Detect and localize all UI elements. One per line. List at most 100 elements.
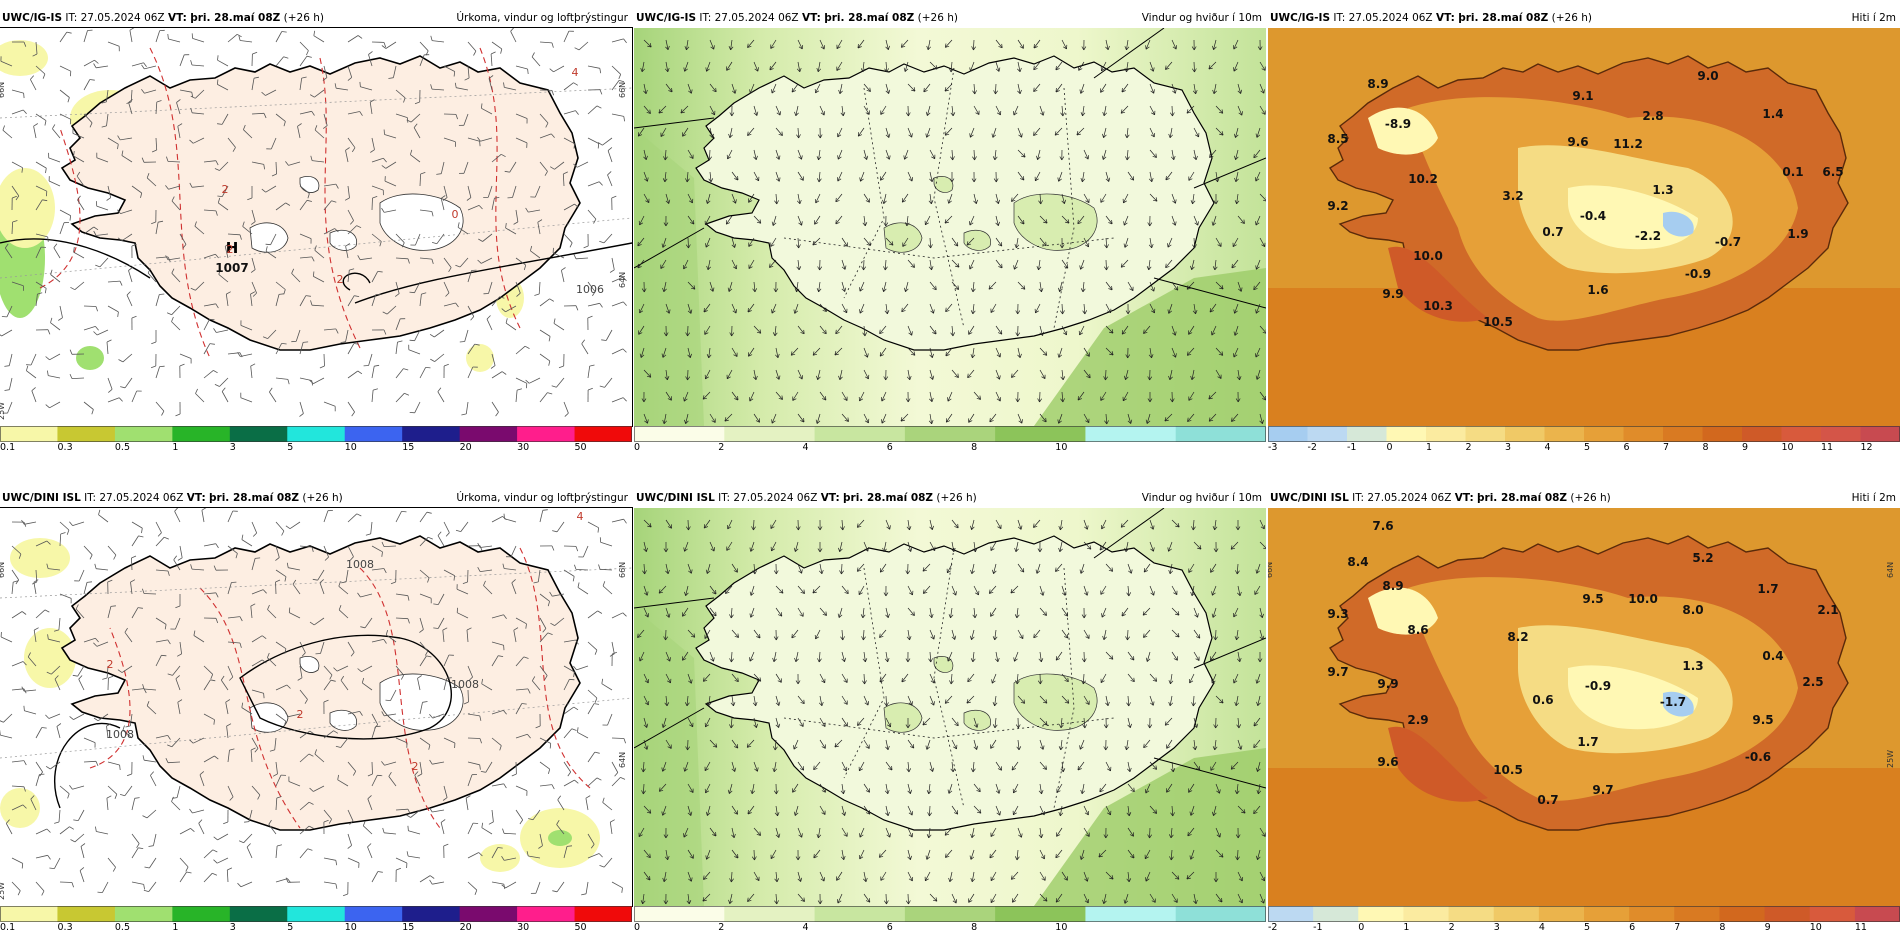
wind-arrow-head bbox=[646, 591, 649, 596]
wind-barb-flag bbox=[144, 866, 150, 869]
wind-arrow bbox=[730, 651, 733, 663]
wind-arrow bbox=[1061, 761, 1064, 772]
wind-arrow-head bbox=[885, 746, 889, 751]
wind-arrow bbox=[1058, 347, 1063, 358]
wind-barb-flag bbox=[77, 195, 81, 201]
wind-arrow bbox=[1083, 629, 1090, 639]
model-name: UWC/IG-IS bbox=[2, 12, 63, 24]
wind-arrow-head bbox=[1108, 222, 1113, 225]
panel-title: Hiti í 2m bbox=[1851, 12, 1896, 24]
wind-arrow-head bbox=[1101, 155, 1104, 160]
wind-arrow-head bbox=[926, 134, 930, 138]
wind-barb bbox=[480, 545, 493, 548]
wind-arrow-head bbox=[734, 178, 739, 181]
wind-arrow-head bbox=[944, 221, 949, 224]
wind-barb bbox=[371, 545, 383, 553]
wind-barb bbox=[35, 828, 48, 835]
wind-arrow-head bbox=[879, 635, 884, 638]
wind-arrow bbox=[902, 237, 909, 247]
wind-arrow-head bbox=[747, 43, 749, 48]
wind-arrow bbox=[1105, 215, 1113, 225]
wind-barb bbox=[587, 137, 599, 144]
wind-arrow bbox=[705, 237, 711, 248]
wind-arrow-head bbox=[821, 812, 826, 815]
wind-arrow-head bbox=[691, 877, 693, 882]
wind-barb bbox=[299, 185, 310, 194]
wind-arrow-head bbox=[1111, 655, 1114, 660]
wind-arrow-head bbox=[925, 111, 928, 116]
wind-barb bbox=[419, 41, 429, 52]
wind-arrow bbox=[1237, 281, 1242, 292]
wind-arrow-head bbox=[793, 746, 798, 750]
wind-arrow-head bbox=[1146, 420, 1151, 424]
wind-arrow-head bbox=[688, 200, 693, 204]
wind-barb-flag bbox=[598, 564, 601, 570]
wind-arrow bbox=[885, 607, 889, 618]
wind-arrow-head bbox=[970, 134, 974, 138]
wind-arrow-head bbox=[1259, 420, 1263, 424]
wind-arrow-head bbox=[1147, 222, 1151, 227]
lead-time: (+26 h) bbox=[283, 12, 324, 24]
wind-arrow bbox=[706, 849, 711, 860]
wind-arrow-head bbox=[1236, 376, 1240, 381]
colorbar-swatch bbox=[402, 426, 461, 442]
wind-arrow-head bbox=[796, 68, 801, 73]
wind-arrow-head bbox=[1058, 724, 1062, 729]
colorbar-tick-label: 11 bbox=[1821, 442, 1834, 453]
wind-barb-flag bbox=[299, 413, 304, 417]
wind-arrow-head bbox=[774, 332, 778, 337]
wind-barb-flag bbox=[21, 167, 23, 173]
wind-barb bbox=[131, 521, 143, 529]
wind-arrow-head bbox=[970, 288, 974, 293]
wind-arrow-head bbox=[911, 133, 913, 138]
wind-arrow-head bbox=[1258, 790, 1262, 795]
wind-barb-flag bbox=[561, 267, 566, 271]
wind-barb-flag bbox=[383, 639, 387, 644]
wind-barb bbox=[482, 233, 493, 242]
wind-arrow bbox=[705, 783, 711, 794]
wind-arrow-head bbox=[775, 156, 780, 160]
wind-arrow bbox=[863, 673, 865, 685]
wind-barb bbox=[539, 161, 548, 172]
wind-barb-flag bbox=[215, 253, 219, 259]
wind-arrow-head bbox=[1042, 331, 1045, 336]
wind-barb-flag bbox=[281, 343, 287, 345]
wind-barb bbox=[563, 233, 573, 244]
wind-barb-flag bbox=[151, 221, 156, 225]
wind-arrow bbox=[1166, 739, 1173, 749]
wind-barb bbox=[217, 833, 229, 841]
wind-arrow-head bbox=[816, 178, 820, 183]
wind-arrow-head bbox=[710, 46, 715, 50]
wind-arrow-head bbox=[1256, 376, 1261, 380]
wind-arrow-head bbox=[908, 878, 913, 882]
wind-barb-flag bbox=[21, 611, 27, 615]
wind-arrow-head bbox=[952, 112, 956, 117]
wind-arrow bbox=[1120, 259, 1129, 268]
wind-arrow bbox=[1017, 149, 1026, 158]
wind-barb-flag bbox=[504, 170, 510, 173]
wind-arrow-head bbox=[1145, 657, 1148, 662]
wind-arrow bbox=[771, 303, 777, 314]
wind-arrow-head bbox=[728, 288, 733, 292]
precip-isoline bbox=[39, 127, 81, 289]
wind-arrow-head bbox=[1015, 332, 1018, 337]
wind-arrow bbox=[819, 391, 827, 401]
wind-barb bbox=[146, 809, 157, 819]
wind-arrow-head bbox=[1167, 243, 1169, 248]
wind-arrow bbox=[1127, 563, 1132, 574]
wind-arrow bbox=[663, 281, 667, 292]
wind-barb-flag bbox=[4, 389, 10, 391]
wind-barb bbox=[345, 246, 349, 259]
wind-barb-flag bbox=[525, 379, 530, 384]
wind-barb-flag bbox=[46, 563, 49, 569]
wind-arrow bbox=[750, 585, 755, 596]
wind-arrow-head bbox=[1167, 244, 1172, 248]
wind-arrow bbox=[1058, 413, 1063, 424]
wind-arrow-head bbox=[989, 420, 994, 423]
wind-barb bbox=[313, 276, 325, 283]
wind-arrow-head bbox=[837, 613, 840, 618]
wind-barb bbox=[419, 536, 429, 547]
region-border bbox=[933, 547, 965, 809]
wind-arrow bbox=[995, 519, 1002, 529]
wind-arrow bbox=[1143, 739, 1151, 748]
